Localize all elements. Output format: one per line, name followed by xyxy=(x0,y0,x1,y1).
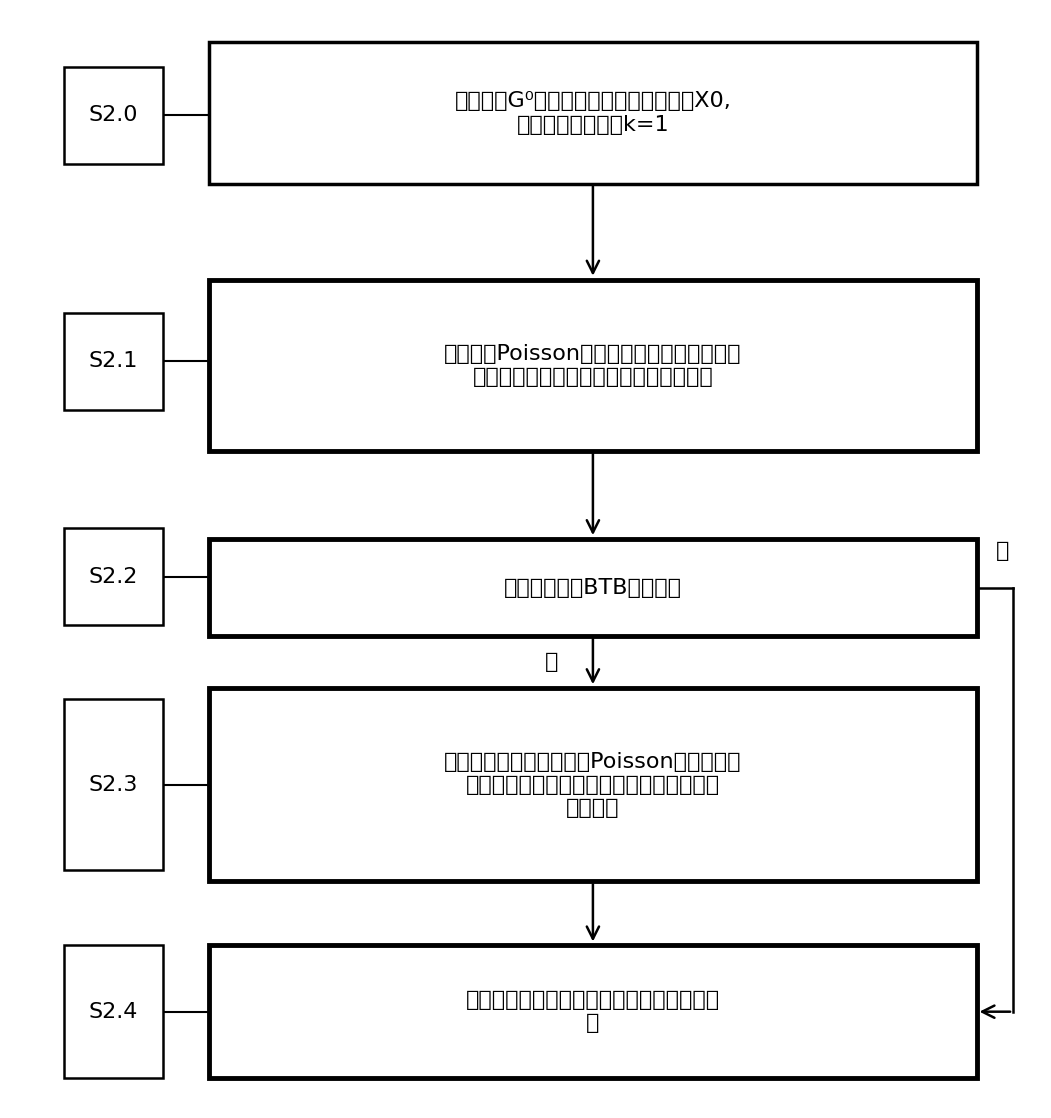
Text: S2.0: S2.0 xyxy=(88,105,138,125)
Text: 运行一般Poisson方程求解模块与通用网格优
化模块，获得优化网格及其格点静电势值: 运行一般Poisson方程求解模块与通用网格优 化模块，获得优化网格及其格点静电… xyxy=(445,343,742,387)
Bar xyxy=(209,42,976,183)
Text: S2.1: S2.1 xyxy=(88,351,138,371)
Text: 给定网格G⁰及其格点变量的初始猜测值X0,
设置迭代次数计数k=1: 给定网格G⁰及其格点变量的初始猜测值X0, 设置迭代次数计数k=1 xyxy=(454,92,731,134)
Text: 判断是否存在BTB隧穿区间: 判断是否存在BTB隧穿区间 xyxy=(503,578,682,598)
Text: 依据网格优化过程信息进行阶段程序信息处
理: 依据网格优化过程信息进行阶段程序信息处 理 xyxy=(466,991,720,1033)
Bar xyxy=(209,689,976,881)
Bar xyxy=(64,67,163,163)
Bar xyxy=(209,539,976,636)
Text: S2.3: S2.3 xyxy=(88,775,138,795)
Bar xyxy=(209,280,976,451)
Text: S2.2: S2.2 xyxy=(88,567,138,587)
Bar xyxy=(64,699,163,870)
Bar xyxy=(64,313,163,410)
Bar xyxy=(209,946,976,1078)
Text: S2.4: S2.4 xyxy=(88,1002,138,1022)
Text: 运行非局域量子隧穿修正Poisson方程求解与
隧穿网格优化模块，获得优化网格及其格点
静电势值: 运行非局域量子隧穿修正Poisson方程求解与 隧穿网格优化模块，获得优化网格及… xyxy=(445,751,742,818)
Bar xyxy=(64,946,163,1078)
Bar xyxy=(64,528,163,625)
Text: 否: 否 xyxy=(996,541,1009,561)
Text: 是: 是 xyxy=(544,652,558,672)
